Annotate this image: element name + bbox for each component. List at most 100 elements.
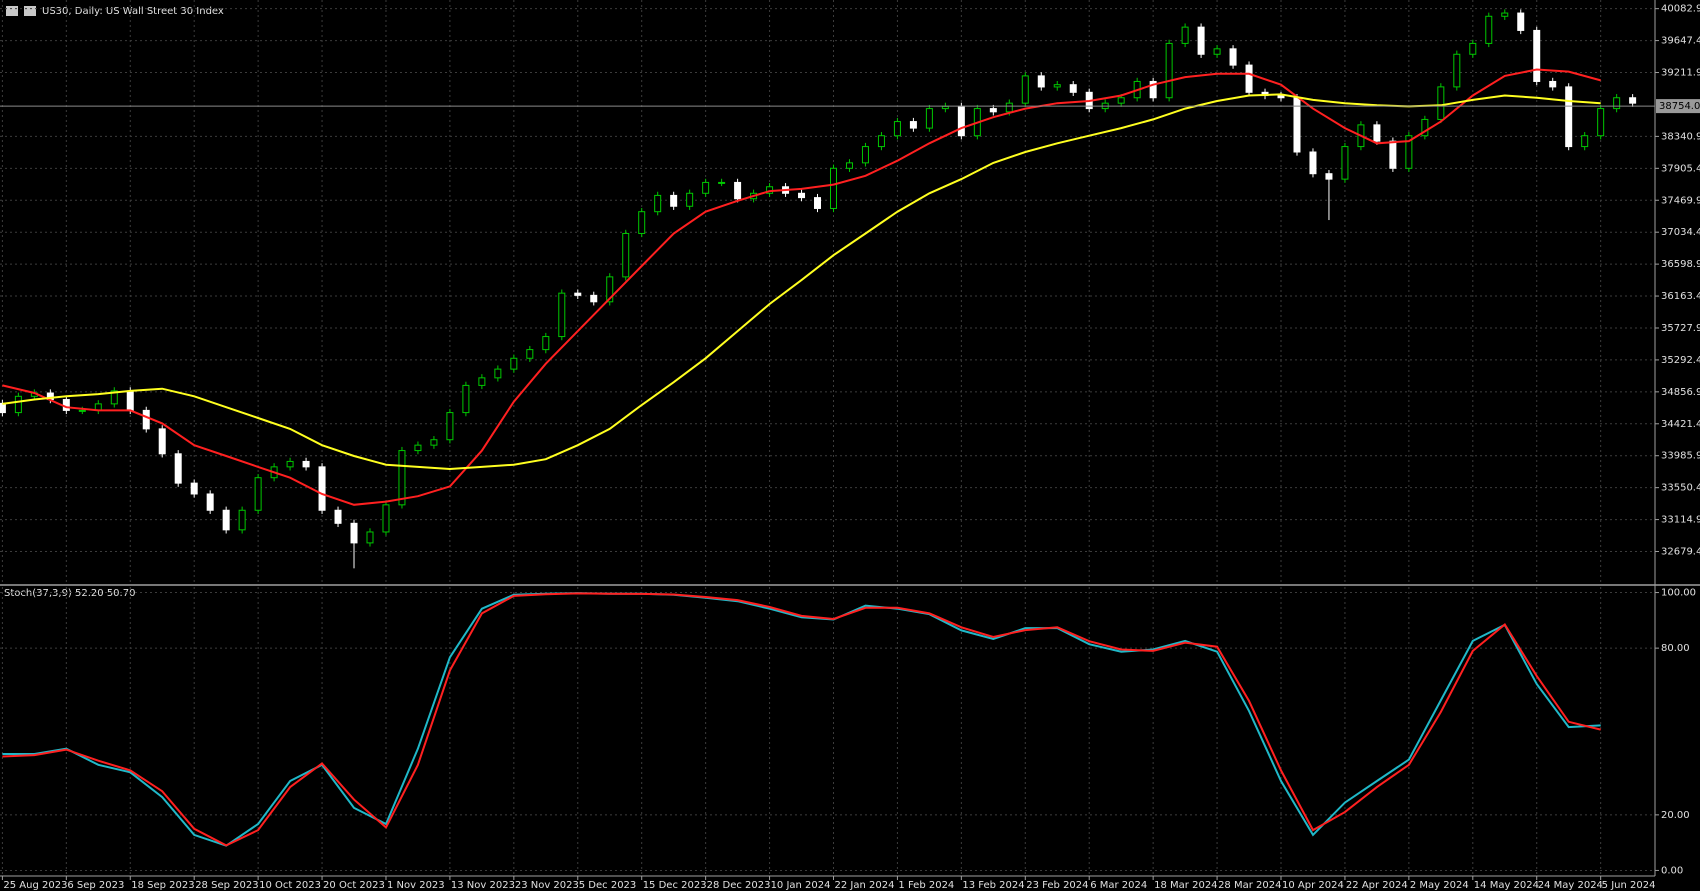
y-tick-label: 37469.9 — [1661, 195, 1700, 206]
candle-body — [302, 460, 310, 468]
candle-body — [1453, 53, 1461, 88]
y-tick-label: 39211.9 — [1661, 68, 1700, 79]
candle-body — [446, 412, 454, 441]
candle-body — [1421, 118, 1429, 137]
y-tick-label: 34421.4 — [1661, 419, 1700, 430]
y-tick-label: 80.00 — [1661, 643, 1690, 654]
candle-body — [1229, 48, 1237, 66]
candle-body — [941, 105, 949, 110]
candle-body — [1117, 97, 1125, 104]
candle-body — [1469, 42, 1477, 55]
candle-body — [1277, 95, 1285, 99]
x-tick-label: 18 Sep 2023 — [131, 880, 194, 891]
line-series — [2, 592, 1601, 847]
candle-body — [1069, 84, 1077, 93]
candle-body — [1629, 97, 1637, 104]
x-tick-label: 28 Mar 2024 — [1218, 880, 1281, 891]
x-tick-label: 6 Sep 2023 — [67, 880, 124, 891]
x-tick-label: 18 Mar 2024 — [1154, 880, 1217, 891]
last-price-box — [1656, 99, 1700, 114]
candle-body — [654, 194, 662, 213]
x-tick-label: 14 May 2024 — [1474, 880, 1539, 891]
line-series — [2, 93, 1601, 471]
candle-body — [989, 108, 997, 113]
candle-body — [494, 368, 502, 379]
x-tick-label: 13 Feb 2024 — [962, 880, 1024, 891]
y-tick-label: 0.00 — [1661, 865, 1683, 876]
y-tick-label: 32679.4 — [1661, 547, 1700, 558]
candle-body — [1197, 26, 1205, 55]
candle-body — [62, 399, 70, 411]
candle-body — [670, 194, 678, 207]
candle-body — [1005, 102, 1013, 113]
candle-body — [1597, 108, 1605, 137]
icon — [6, 6, 18, 16]
candle-body — [334, 509, 342, 524]
candle-body — [1053, 84, 1061, 88]
x-tick-label: 10 Apr 2024 — [1282, 880, 1344, 891]
candle-body — [382, 504, 390, 533]
y-tick-label: 33550.4 — [1661, 483, 1700, 494]
candle-body — [1485, 15, 1493, 44]
x-tick-label: 6 Mar 2024 — [1090, 880, 1147, 891]
candle-body — [542, 336, 550, 351]
icon — [24, 6, 36, 16]
candle-body — [366, 531, 374, 544]
candle-body — [829, 167, 837, 209]
x-tick-label: 24 May 2024 — [1538, 880, 1603, 891]
symbol-icons — [6, 6, 36, 16]
candle-body — [350, 522, 358, 544]
candle-body — [14, 395, 22, 414]
candle-body — [638, 211, 646, 234]
candle-body — [318, 466, 326, 511]
y-tick-label: 33985.9 — [1661, 451, 1700, 462]
candle-body — [1309, 151, 1317, 175]
y-tick-label: 35292.4 — [1661, 355, 1700, 366]
last-price-label: 38754.0 — [1659, 101, 1700, 112]
x-tick-label: 5 Dec 2023 — [579, 880, 637, 891]
candle-body — [861, 146, 869, 164]
candle-body — [957, 105, 965, 137]
candle-body — [590, 294, 598, 303]
x-tick-label: 22 Apr 2024 — [1346, 880, 1408, 891]
x-tick-label: 28 Sep 2023 — [195, 880, 258, 891]
candle-body — [877, 135, 885, 148]
candle-body — [190, 482, 198, 495]
x-tick-label: 23 Feb 2024 — [1026, 880, 1088, 891]
candle-body — [606, 276, 614, 303]
candle-body — [1373, 124, 1381, 142]
x-tick-label: 23 Nov 2023 — [515, 880, 579, 891]
y-tick-label: 33114.9 — [1661, 515, 1700, 526]
candle-body — [1405, 135, 1413, 169]
y-tick-label: 37034.4 — [1661, 227, 1700, 238]
candle-body — [622, 232, 630, 278]
candle-body — [1549, 80, 1557, 88]
y-tick-label: 39647.4 — [1661, 36, 1700, 47]
candle-body — [1037, 75, 1045, 88]
candle-body — [1341, 146, 1349, 180]
candle-body — [1165, 42, 1173, 99]
candle-body — [893, 121, 901, 137]
candle-body — [1325, 173, 1333, 180]
x-tick-label: 15 Dec 2023 — [643, 880, 707, 891]
y-tick-label: 36598.9 — [1661, 259, 1700, 270]
candle-body — [1565, 86, 1573, 148]
y-tick-label: 37905.4 — [1661, 163, 1700, 174]
candle-body — [1213, 48, 1221, 55]
candle-body — [1181, 26, 1189, 44]
indicator-label: Stoch(37,3,9) 52.20 50.70 — [4, 588, 135, 599]
candle-body — [702, 181, 710, 194]
candle-body — [798, 192, 806, 199]
candle-body — [510, 357, 518, 370]
candle-body — [206, 493, 214, 511]
x-tick-label: 10 Jan 2024 — [771, 880, 831, 891]
candle-body — [1437, 86, 1445, 120]
y-tick-label: 38340.9 — [1661, 131, 1700, 142]
candle-body — [222, 509, 230, 531]
y-tick-label: 36163.4 — [1661, 291, 1700, 302]
candle-body — [1613, 97, 1621, 110]
y-tick-label: 40082.9 — [1661, 4, 1700, 15]
candle-body — [1501, 12, 1509, 17]
